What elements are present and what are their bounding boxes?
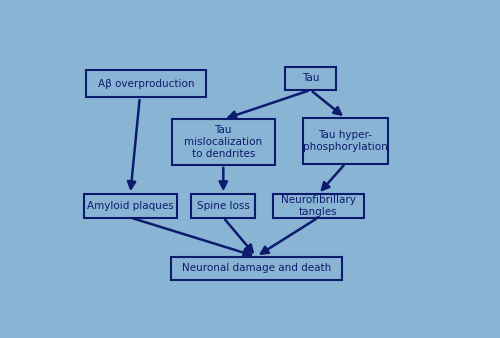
Text: Amyloid plaques: Amyloid plaques [87, 201, 174, 211]
Text: Aβ overproduction: Aβ overproduction [98, 78, 194, 89]
Text: Neurofibrillary
tangles: Neurofibrillary tangles [281, 195, 355, 217]
Text: Tau
mislocalization
to dendrites: Tau mislocalization to dendrites [184, 125, 262, 159]
Text: Tau: Tau [302, 73, 320, 83]
FancyBboxPatch shape [172, 119, 274, 165]
FancyBboxPatch shape [84, 194, 177, 218]
FancyBboxPatch shape [171, 257, 342, 280]
Text: Tau hyper-
phosphorylation: Tau hyper- phosphorylation [303, 130, 388, 151]
Text: Spine loss: Spine loss [197, 201, 250, 211]
FancyBboxPatch shape [192, 194, 256, 218]
FancyBboxPatch shape [286, 67, 336, 90]
FancyBboxPatch shape [86, 70, 206, 97]
Text: Neuronal damage and death: Neuronal damage and death [182, 263, 331, 273]
FancyBboxPatch shape [303, 118, 388, 164]
FancyBboxPatch shape [55, 35, 458, 306]
FancyBboxPatch shape [272, 194, 364, 218]
